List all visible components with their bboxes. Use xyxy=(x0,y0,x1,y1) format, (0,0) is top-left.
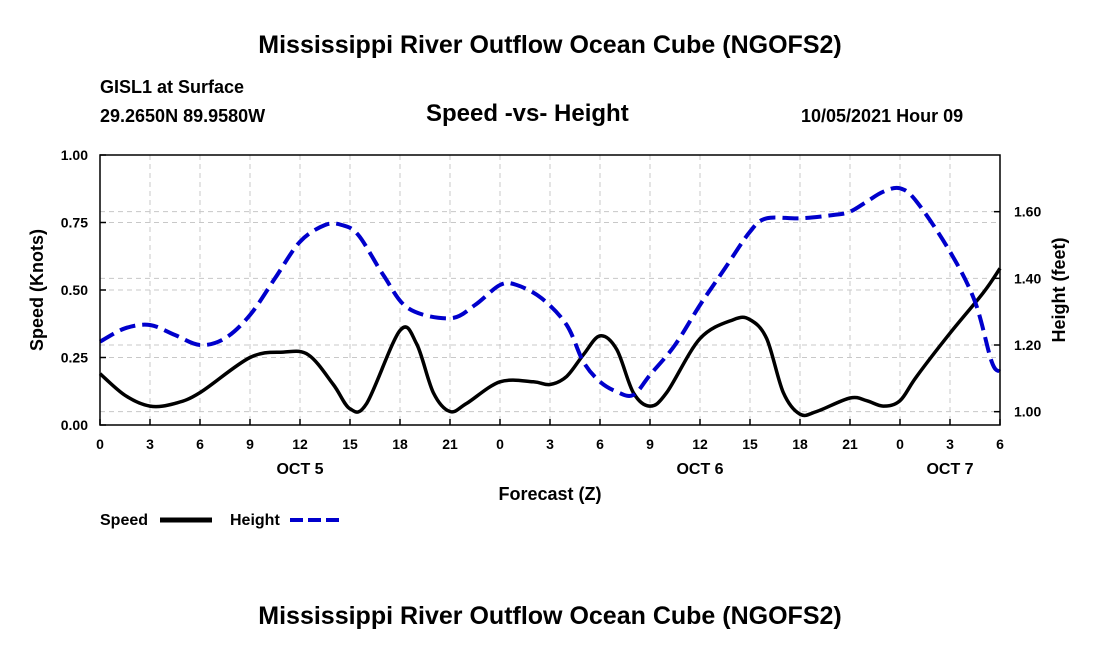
y2-tick-label: 1.60 xyxy=(1014,204,1041,220)
y-tick-label: 0.25 xyxy=(61,350,88,366)
y2-tick-label: 1.20 xyxy=(1014,337,1041,353)
series-line-height xyxy=(99,185,1002,398)
x-tick-label: 9 xyxy=(246,436,254,452)
legend: Speed Height xyxy=(100,512,343,529)
y-tick-label: 0.75 xyxy=(61,215,88,231)
x-tick-label: 3 xyxy=(546,436,554,452)
y2-tick-label: 1.40 xyxy=(1014,270,1041,286)
bottom-title: Mississippi River Outflow Ocean Cube (NG… xyxy=(258,602,842,630)
y2-axis-label: Height (feet) xyxy=(1049,238,1069,343)
y-tick-label: 0.50 xyxy=(61,282,88,298)
x-tick-label: 0 xyxy=(896,436,904,452)
y-axis-label: Speed (Knots) xyxy=(27,229,47,351)
x-tick-label: 0 xyxy=(496,436,504,452)
series-lines xyxy=(98,185,1002,418)
x-tick-label: 15 xyxy=(342,436,358,452)
day-label: OCT 7 xyxy=(926,461,973,478)
x-tick-label: 0 xyxy=(96,436,104,452)
x-tick-label: 6 xyxy=(196,436,204,452)
coordinates-label: 29.2650N 89.9580W xyxy=(100,106,266,126)
y-tick-label: 0.00 xyxy=(61,417,88,433)
x-tick-label: 6 xyxy=(996,436,1004,452)
series-line-speed xyxy=(98,267,1002,418)
speed-height-chart: 0 3 6 9 12 15 18 21 0 3 6 9 12 15 18 21 0 3 6 OCT 5 OCT 6 OCT… xyxy=(27,147,1069,529)
x-tick-label: 18 xyxy=(792,436,808,452)
top-title: Mississippi River Outflow Ocean Cube (NG… xyxy=(258,31,842,59)
x-tick-label: 6 xyxy=(596,436,604,452)
legend-label-speed: Speed xyxy=(100,512,148,529)
y2-tick-label: 1.00 xyxy=(1014,404,1041,420)
axes: 0 3 6 9 12 15 18 21 0 3 6 9 12 15 18 21 0 3 6 OCT 5 OCT 6 OCT… xyxy=(61,147,1042,478)
grid-lines xyxy=(100,154,1000,426)
x-tick-label: 3 xyxy=(946,436,954,452)
x-tick-label: 21 xyxy=(842,436,858,452)
x-axis-label: Forecast (Z) xyxy=(498,484,601,504)
x-tick-label: 12 xyxy=(692,436,708,452)
date-label: 10/05/2021 Hour 09 xyxy=(801,106,964,126)
x-tick-label: 9 xyxy=(646,436,654,452)
x-tick-label: 15 xyxy=(742,436,758,452)
x-tick-label: 21 xyxy=(442,436,458,452)
day-label: OCT 6 xyxy=(676,461,723,478)
station-label: GISL1 at Surface xyxy=(100,77,245,97)
x-tick-label: 18 xyxy=(392,436,408,452)
x-tick-label: 12 xyxy=(292,436,308,452)
x-tick-label: 3 xyxy=(146,436,154,452)
chart-title: Speed -vs- Height xyxy=(426,100,629,127)
y-tick-label: 1.00 xyxy=(61,147,88,163)
legend-label-height: Height xyxy=(230,512,280,529)
day-label: OCT 5 xyxy=(276,461,323,478)
